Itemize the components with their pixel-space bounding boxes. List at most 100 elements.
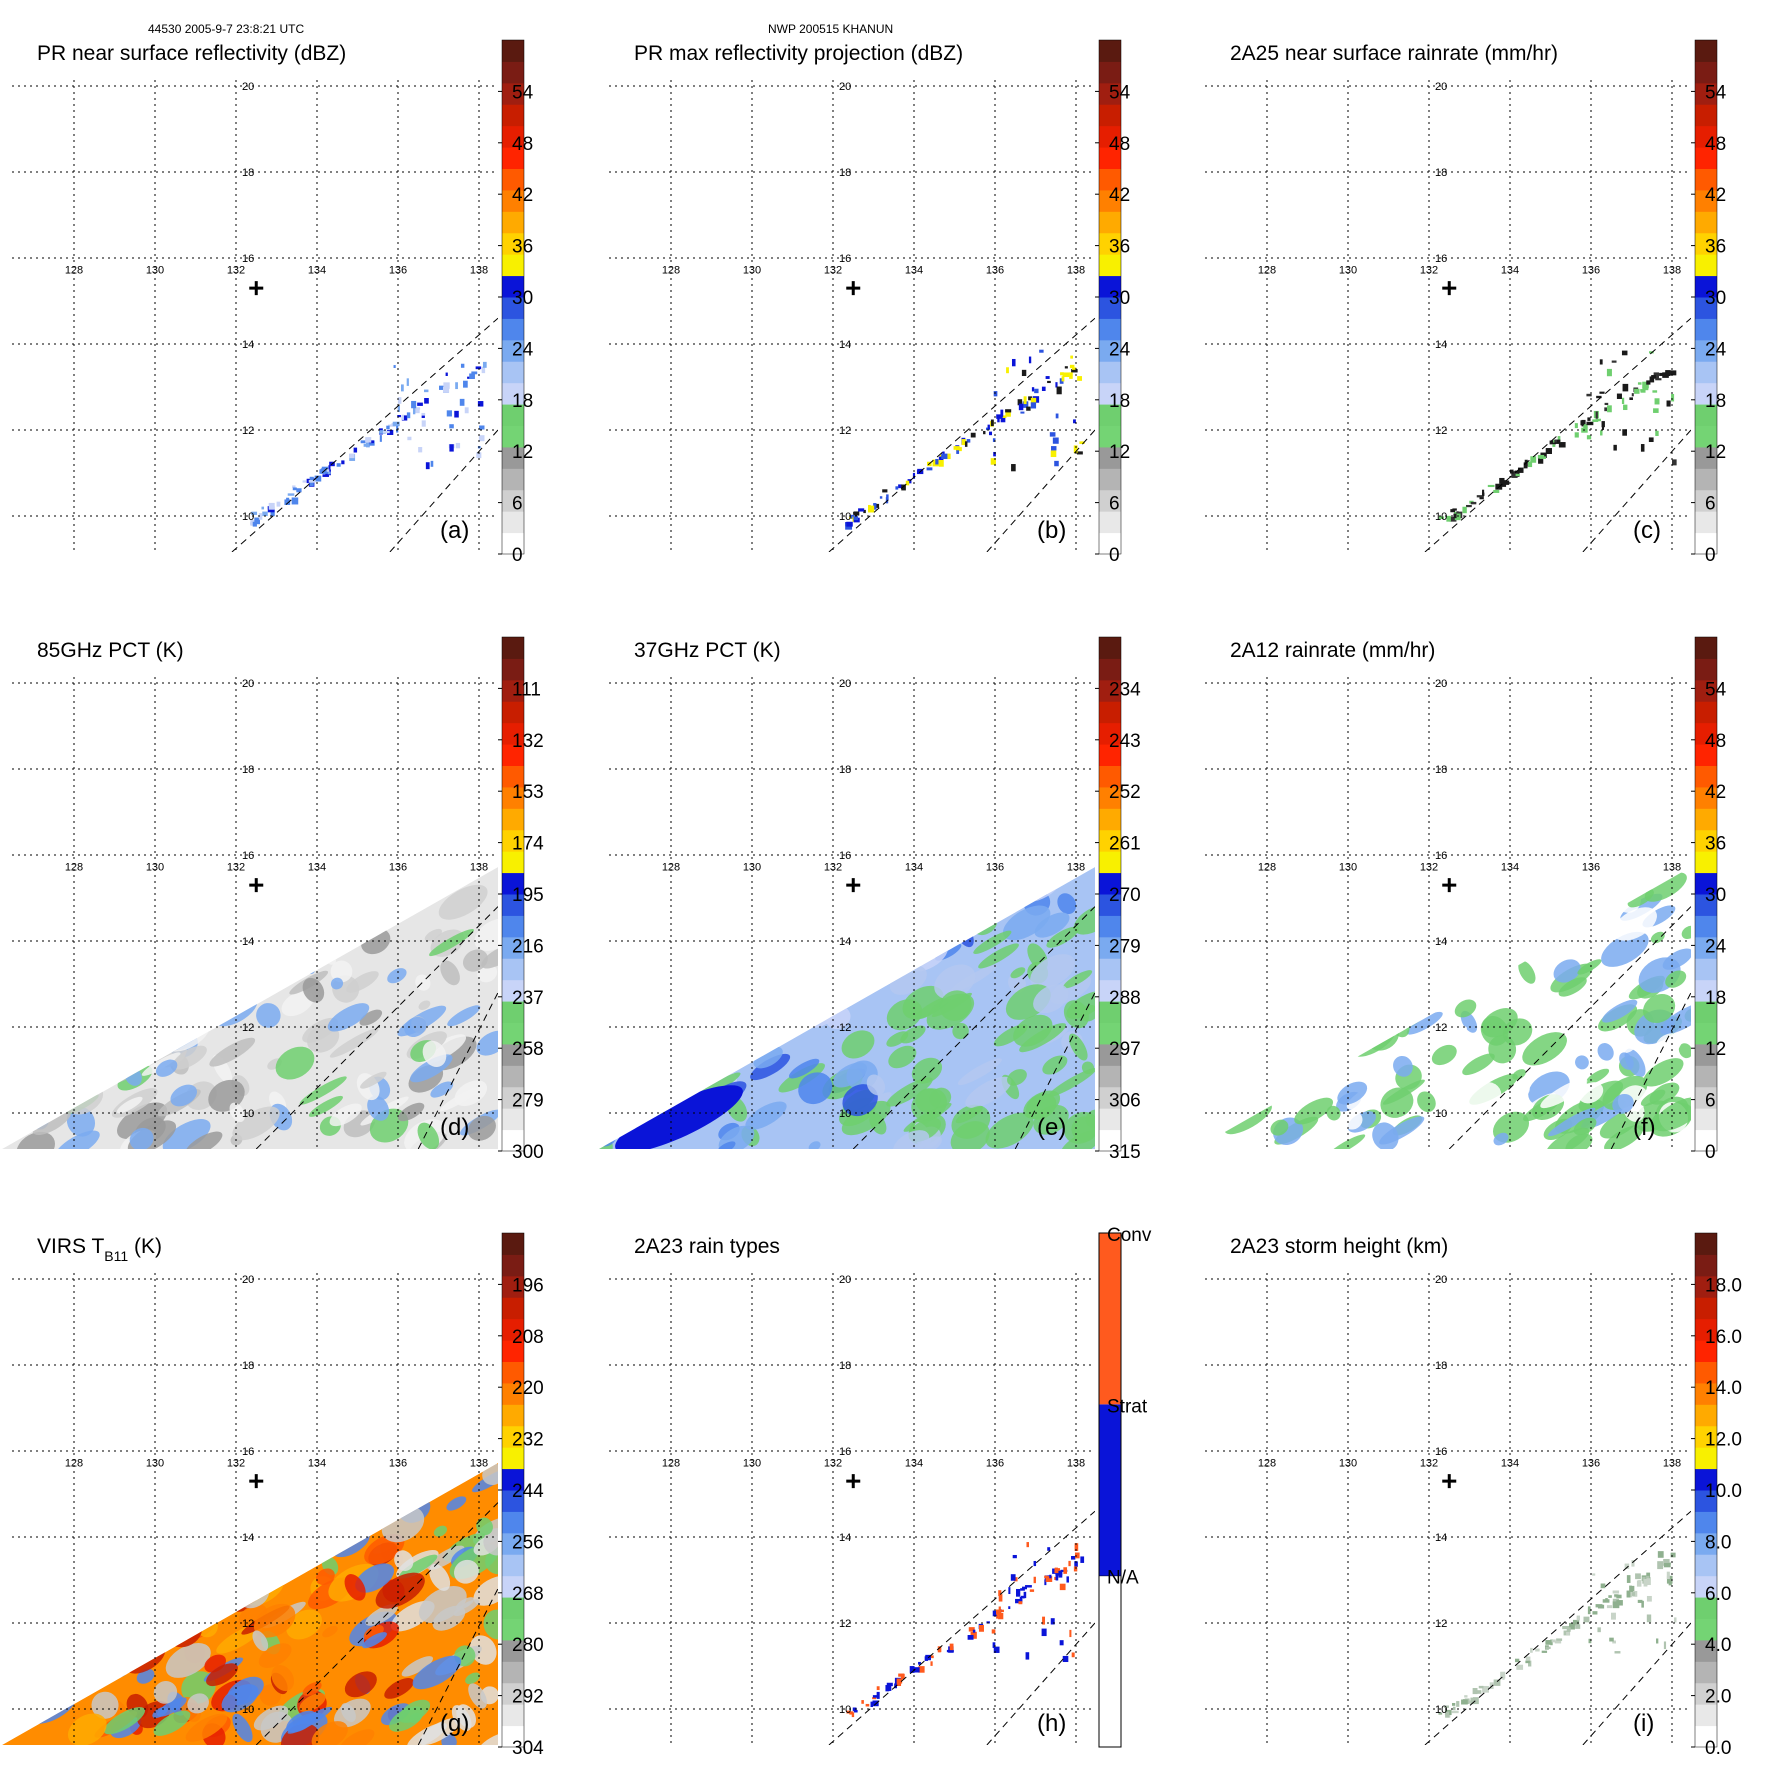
colorbar-band: [1099, 104, 1121, 127]
echo-cell: [846, 1710, 851, 1714]
swath-cell: [2, 1006, 49, 1038]
colorbar-band: [1695, 872, 1717, 895]
swath-cell: [1239, 968, 1263, 994]
echo-cell: [1509, 469, 1514, 474]
echo-cell: [1054, 460, 1059, 467]
colorbar-band: [1695, 275, 1717, 298]
swath-cell: [476, 1517, 493, 1536]
colorbar-category-label: N/A: [1107, 1568, 1139, 1589]
swath-cell: [481, 945, 498, 969]
panel-a: 128 130 132 134 136 138 10 12 14 16 18 20 PR near su…: [12, 39, 534, 566]
colorbar-band: [1099, 61, 1121, 84]
echo-cell: [1663, 1558, 1670, 1566]
echo-cell: [993, 391, 998, 397]
swath-cell: [95, 1555, 138, 1584]
swath-cell: [1665, 970, 1687, 988]
swath-edge-line: [1448, 906, 1691, 1149]
colorbar-tick-label: 12: [1109, 442, 1130, 463]
swath-cell: [1431, 1044, 1457, 1066]
echo-cell: [1074, 1552, 1080, 1559]
swath-cell: [684, 1040, 699, 1053]
colorbar-band: [1695, 1639, 1717, 1662]
echo-cell: [1062, 1655, 1069, 1663]
swath-cell: [1417, 1091, 1436, 1113]
echo-cell: [1023, 396, 1027, 405]
echo-cell: [935, 458, 939, 465]
colorbar-band: [1695, 404, 1717, 426]
swath-cell: [97, 1571, 140, 1605]
echo-cell: [872, 1695, 880, 1698]
echo-cell: [401, 415, 408, 421]
colorbar-band: [1099, 658, 1121, 681]
storm-center-icon: [1442, 1474, 1457, 1489]
colorbar-band: [502, 1425, 524, 1448]
echo-cell: [1073, 445, 1078, 454]
swath-cell: [1367, 912, 1403, 942]
echo-cell: [930, 1661, 933, 1666]
swath-cell: [1640, 1089, 1666, 1107]
echo-cell: [1659, 372, 1665, 376]
lat-tick-label: 18: [242, 167, 254, 179]
swath-cell: [682, 1006, 729, 1034]
echo-cell: [896, 1679, 902, 1687]
echo-cell: [1556, 1638, 1563, 1641]
colorbar-band: [502, 168, 524, 191]
echo-cell: [1606, 368, 1612, 377]
colorbar-band: [502, 701, 524, 724]
swath-cell: [116, 1096, 143, 1114]
lat-tick-label: 12: [242, 425, 254, 437]
swath-cell: [110, 1648, 128, 1663]
echo-cell: [987, 424, 990, 430]
colorbar-band: [1099, 701, 1121, 724]
echo-cell: [1624, 1563, 1630, 1569]
swath-cell: [959, 886, 975, 907]
echo-cell: [1051, 446, 1057, 451]
lon-tick-label: 138: [1067, 265, 1085, 277]
swath-cell: [302, 1681, 322, 1696]
colorbar-band: [502, 958, 524, 981]
swath-cell: [704, 872, 745, 899]
swath-cell: [617, 1070, 665, 1101]
swath-cell: [1199, 1085, 1229, 1104]
echo-cell: [286, 497, 290, 501]
swath-cell: [295, 904, 341, 937]
echo-cell: [1462, 506, 1467, 514]
echo-cell: [1069, 372, 1073, 379]
colorbar-band: [1099, 232, 1121, 255]
echo-cell: [1028, 356, 1032, 364]
swath-cell: [2, 1057, 36, 1085]
echo-cell: [1064, 366, 1068, 369]
echo-cell: [970, 432, 976, 438]
echo-cell: [449, 424, 454, 429]
panel-title: 2A12 rainrate (mm/hr): [1230, 639, 1435, 662]
swath-cell: [330, 977, 344, 990]
echo-cell: [1640, 389, 1646, 393]
swath-cell: [633, 1043, 663, 1064]
echo-cell: [1596, 395, 1602, 399]
swath-cell: [703, 928, 745, 957]
colorbar-tick-label: 48: [1109, 134, 1130, 155]
swath-cell: [850, 867, 869, 883]
swath-cell: [20, 1653, 58, 1677]
swath-cell: [365, 1604, 398, 1626]
swath-cell: [1227, 1014, 1259, 1046]
panel-e: 128 130 132 134 136 138 10 12 14 16 18 20 37GHz PCT …: [599, 636, 1141, 1163]
swath-cell: [1196, 994, 1239, 1021]
colorbar-band: [1099, 40, 1121, 62]
swath-cell: [294, 1546, 311, 1560]
echo-cell: [1033, 1560, 1037, 1567]
echo-cell: [1552, 444, 1556, 447]
lat-tick-label: 14: [839, 936, 851, 948]
swath-cell: [12, 1562, 57, 1592]
lat-tick-label: 10: [242, 1108, 254, 1120]
echo-cell: [1614, 1594, 1619, 1597]
colorbar-band: [502, 1639, 524, 1662]
swath-cell: [1207, 913, 1225, 931]
colorbar-tick-label: 0: [1705, 545, 1716, 566]
swath-cell: [871, 925, 901, 951]
echo-cell: [1583, 1616, 1590, 1623]
echo-cell: [1642, 387, 1649, 391]
colorbar-band: [1695, 468, 1717, 491]
echo-cell: [1612, 1598, 1620, 1603]
colorbar-tick-label: 196: [512, 1275, 544, 1296]
